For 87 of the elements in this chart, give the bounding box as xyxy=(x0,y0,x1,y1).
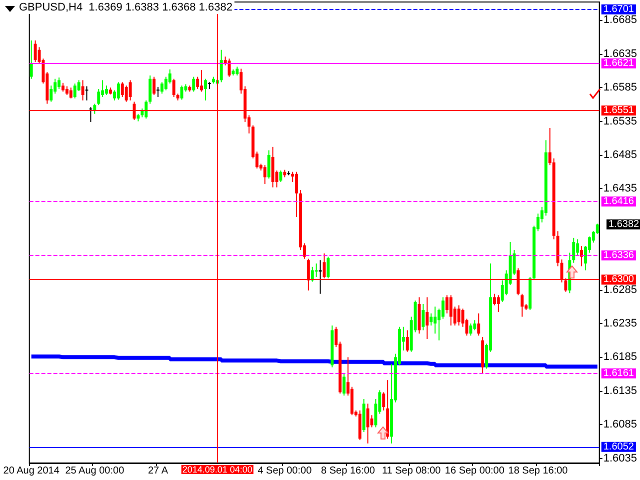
candlestick xyxy=(73,83,76,99)
y-tick-label: 1.6235 xyxy=(603,317,638,330)
x-tick-label: 18 Sep 16:00 xyxy=(508,466,568,476)
candlestick xyxy=(279,170,282,182)
candlestick xyxy=(457,304,460,326)
candlestick xyxy=(156,86,160,98)
candlestick xyxy=(295,171,298,218)
candlestick xyxy=(326,256,330,279)
candlestick xyxy=(148,74,152,104)
candlestick xyxy=(422,303,425,331)
candlestick xyxy=(449,294,452,326)
ref-line-label: 1.6300 xyxy=(603,274,634,286)
candlestick xyxy=(473,320,476,331)
candlestick xyxy=(263,164,266,184)
ref-line-label: 1.6416 xyxy=(603,196,634,207)
x-tick-label: 4 Sep 00:00 xyxy=(258,466,312,476)
candlestick xyxy=(192,76,196,92)
candlestick xyxy=(580,245,584,267)
candlestick xyxy=(172,78,176,98)
y-tick-label: 1.6035 xyxy=(603,452,638,464)
x-tick-label: 16 Sep 00:00 xyxy=(444,466,505,476)
candlestick xyxy=(314,263,318,278)
candlestick xyxy=(120,82,124,98)
candlestick xyxy=(124,85,128,102)
candlestick xyxy=(128,80,132,101)
x-tick-label: 27 A xyxy=(148,466,168,476)
ref-line-label: 1.6336 xyxy=(603,250,634,261)
candlestick xyxy=(204,78,207,101)
candlestick xyxy=(105,85,108,96)
candlestick xyxy=(318,260,322,294)
candlestick xyxy=(572,237,576,264)
candlestick xyxy=(196,76,200,90)
candlestick xyxy=(366,403,370,444)
candlestick xyxy=(310,266,314,282)
y-tick-label: 1.6585 xyxy=(603,82,638,94)
candlestick xyxy=(430,312,433,326)
y-tick-label: 1.6135 xyxy=(603,384,638,397)
ref-line-label: 1.6701 xyxy=(603,4,634,15)
candlestick xyxy=(200,70,204,92)
candlestick xyxy=(50,85,53,102)
x-tick-label: 20 Aug 2014 xyxy=(3,466,60,476)
candlestick xyxy=(69,87,72,99)
x-tick-label: 11 Sep 08:00 xyxy=(382,466,442,476)
candlestick xyxy=(267,150,270,180)
y-tick-label: 1.6535 xyxy=(603,115,638,128)
candlestick xyxy=(58,76,61,90)
candlestick xyxy=(34,40,37,62)
y-tick-label: 1.6685 xyxy=(603,14,638,26)
y-tick-label: 1.6485 xyxy=(603,148,638,161)
y-tick-label: 1.6185 xyxy=(603,351,638,364)
candlestick xyxy=(93,103,96,114)
candlestick xyxy=(520,293,524,318)
candlestick xyxy=(434,306,437,334)
candlestick xyxy=(406,330,409,352)
candlestick xyxy=(426,296,429,340)
candlestick xyxy=(160,82,164,94)
x-tick-label: 8 Sep 16:00 xyxy=(321,466,376,476)
candlestick xyxy=(144,100,148,120)
candlestick xyxy=(477,312,480,336)
candlestick xyxy=(382,392,386,411)
ref-line-label: 1.6551 xyxy=(603,105,634,116)
x-tick-label: 25 Aug 00:00 xyxy=(65,466,125,476)
y-tick-label: 1.6285 xyxy=(603,284,638,296)
candlestick xyxy=(492,293,496,306)
candlestick xyxy=(220,49,223,83)
text: 1.6382 xyxy=(608,218,640,230)
y-tick-label: 1.6085 xyxy=(603,418,638,431)
candlestick xyxy=(97,88,100,106)
candlestick xyxy=(30,40,33,80)
candlestick xyxy=(81,80,84,101)
ref-line-label: 1.6052 xyxy=(603,441,634,452)
x-tick-label: 2014.09.01 04:00 xyxy=(182,464,252,474)
candlestick xyxy=(469,322,472,336)
candlestick xyxy=(89,106,92,122)
candlestick xyxy=(442,296,444,320)
ref-line-label: 1.6621 xyxy=(603,58,634,69)
candlestick xyxy=(342,372,346,396)
y-tick-label: 1.6435 xyxy=(603,182,638,195)
candlestick xyxy=(116,82,120,100)
candlestick xyxy=(445,294,448,314)
ref-line-label: 1.6161 xyxy=(603,368,634,379)
chart-title: GBPUSD,H4 1.6369 1.6383 1.6368 1.6382 xyxy=(19,2,232,14)
candlestick xyxy=(496,294,500,313)
y-tick-label: 1.6635 xyxy=(603,48,638,60)
candlestick xyxy=(152,76,156,96)
candlestick xyxy=(164,76,168,91)
candlestick xyxy=(576,238,580,256)
